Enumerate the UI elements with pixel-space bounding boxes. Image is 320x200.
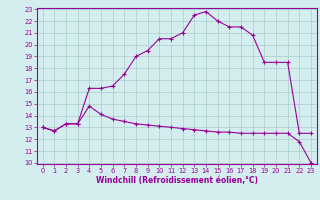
X-axis label: Windchill (Refroidissement éolien,°C): Windchill (Refroidissement éolien,°C) <box>96 176 258 185</box>
